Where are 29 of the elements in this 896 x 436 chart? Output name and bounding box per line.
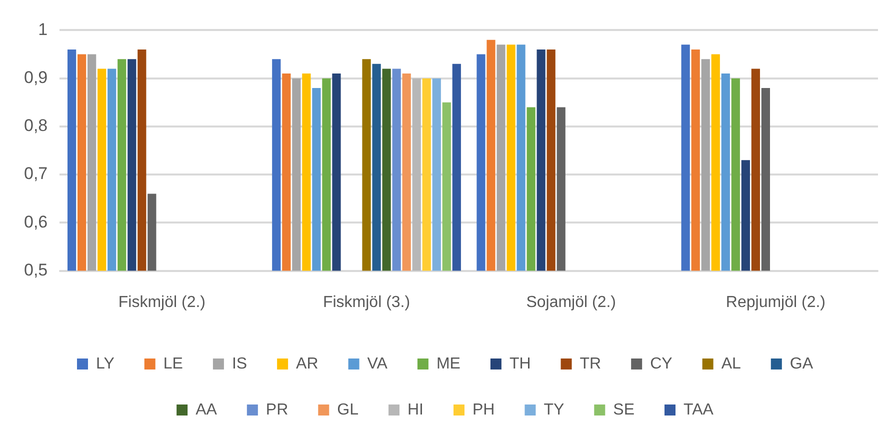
legend-label: LY [96, 355, 115, 372]
legend-label: LE [163, 355, 183, 372]
legend-label: GA [790, 355, 814, 372]
legend-label: PH [472, 401, 495, 418]
legend-label: GL [337, 401, 359, 418]
legend-label: TH [509, 355, 531, 372]
legend-label: TY [544, 401, 564, 418]
legend-label: SE [613, 401, 634, 418]
legend-label: CY [650, 355, 673, 372]
y-tick-label: 0,5 [24, 260, 48, 280]
legend-label: IS [232, 355, 248, 372]
legend-label: TR [580, 355, 602, 372]
legend-label: ME [436, 355, 460, 372]
legend-label: PR [266, 401, 288, 418]
legend-label: AA [196, 401, 218, 418]
x-tick-label: Repjumjöl (2.) [726, 294, 826, 311]
y-tick-label: 0,7 [24, 164, 48, 184]
x-tick-label: Fiskmjöl (2.) [118, 294, 206, 311]
legend-label: HI [407, 401, 424, 418]
legend-label: TAA [684, 401, 714, 418]
y-tick-label: 0,8 [24, 116, 48, 136]
y-tick-label: 0,6 [24, 212, 48, 232]
y-tick-label: 1 [38, 20, 48, 39]
y-tick-label: 0,9 [24, 68, 48, 88]
x-tick-label: Fiskmjöl (3.) [322, 294, 410, 311]
legend-label: VA [367, 355, 388, 372]
legend-label: AL [721, 355, 741, 372]
legend-label: AR [296, 355, 318, 372]
x-tick-label: Sojamjöl (2.) [526, 294, 616, 311]
